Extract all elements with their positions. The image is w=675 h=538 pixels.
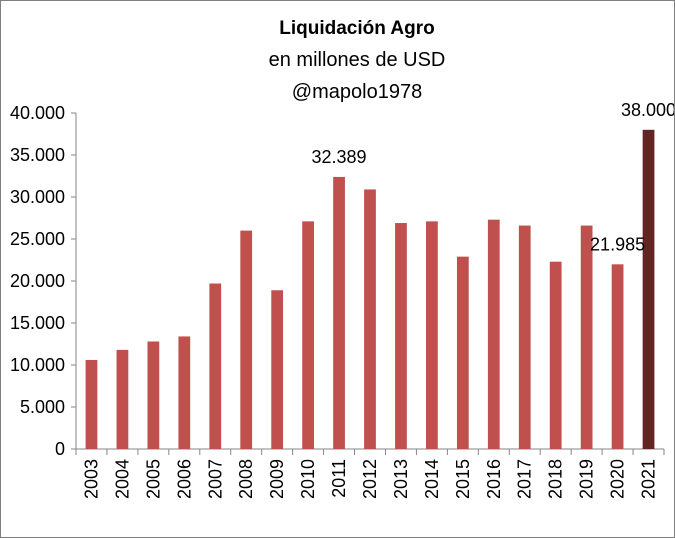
- y-tick-label: 25.000: [10, 229, 65, 249]
- chart-credit: @mapolo1978: [292, 81, 422, 103]
- chart-subtitle: en millones de USD: [269, 49, 446, 71]
- data-label-2020: 21.985: [590, 234, 645, 254]
- x-tick-label: 2018: [546, 459, 566, 499]
- x-tick-label: 2009: [267, 459, 287, 499]
- bar-2020: [611, 264, 624, 449]
- bar-2009: [271, 290, 284, 449]
- bar-2010: [302, 221, 314, 449]
- bar-2014: [426, 221, 438, 449]
- bar-2019: [580, 225, 593, 449]
- x-tick-label: 2003: [81, 459, 101, 499]
- bar-2013: [395, 223, 407, 449]
- x-tick-label: 2012: [360, 459, 380, 499]
- bar-2003: [85, 359, 98, 449]
- bar-2017: [518, 225, 531, 449]
- bar-2016: [487, 219, 500, 449]
- x-tick-label: 2021: [639, 459, 659, 499]
- x-tick-label: 2006: [174, 459, 194, 499]
- y-tick-label: 35.000: [10, 145, 65, 165]
- y-tick-label: 5.000: [20, 397, 65, 417]
- x-tick-label: 2010: [298, 459, 318, 499]
- y-tick-label: 20.000: [10, 271, 65, 291]
- y-tick-label: 10.000: [10, 355, 65, 375]
- bar-2011: [333, 176, 345, 449]
- x-tick-label: 2014: [422, 459, 442, 499]
- bar-2006: [178, 336, 191, 449]
- x-tick-label: 2016: [484, 459, 504, 499]
- x-tick-label: 2007: [205, 459, 225, 499]
- y-tick-label: 40.000: [10, 103, 65, 123]
- x-tick-label: 2008: [236, 459, 256, 499]
- x-tick-label: 2019: [577, 459, 597, 499]
- x-tick-label: 2017: [515, 459, 535, 499]
- bar-2008: [240, 230, 253, 449]
- x-tick-label: 2005: [143, 459, 163, 499]
- y-axis: 0 5.000 10.000 15.000 20.000 25.000 30.000 35.0…: [10, 103, 77, 459]
- y-tick-label: 15.000: [10, 313, 65, 333]
- bar-2004: [116, 349, 129, 449]
- bar-2012: [364, 189, 376, 449]
- data-label-2011: 32.389: [312, 147, 367, 167]
- x-tick-label: 2013: [391, 459, 411, 499]
- bars: [85, 129, 655, 450]
- data-labels: 32.389 21.985 38.000: [312, 100, 674, 255]
- x-tick-label: 2004: [112, 459, 132, 499]
- x-tick-label: 2011: [329, 459, 349, 498]
- y-tick-label: 0: [55, 439, 65, 459]
- bar-2021: [642, 129, 655, 450]
- bar-2015: [456, 256, 469, 449]
- data-label-2021: 38.000: [621, 100, 674, 120]
- x-tick-label: 2015: [453, 459, 473, 499]
- bar-2007: [209, 283, 222, 449]
- chart-title: Liquidación Agro: [279, 18, 435, 39]
- x-axis: 2003 2004 2005 2006 2007 2008 2009 2010 2011 2012…: [75, 448, 665, 499]
- bar-2018: [549, 261, 562, 449]
- y-tick-label: 30.000: [10, 187, 65, 207]
- x-tick-label: 2020: [608, 459, 628, 499]
- bar-2005: [147, 341, 160, 449]
